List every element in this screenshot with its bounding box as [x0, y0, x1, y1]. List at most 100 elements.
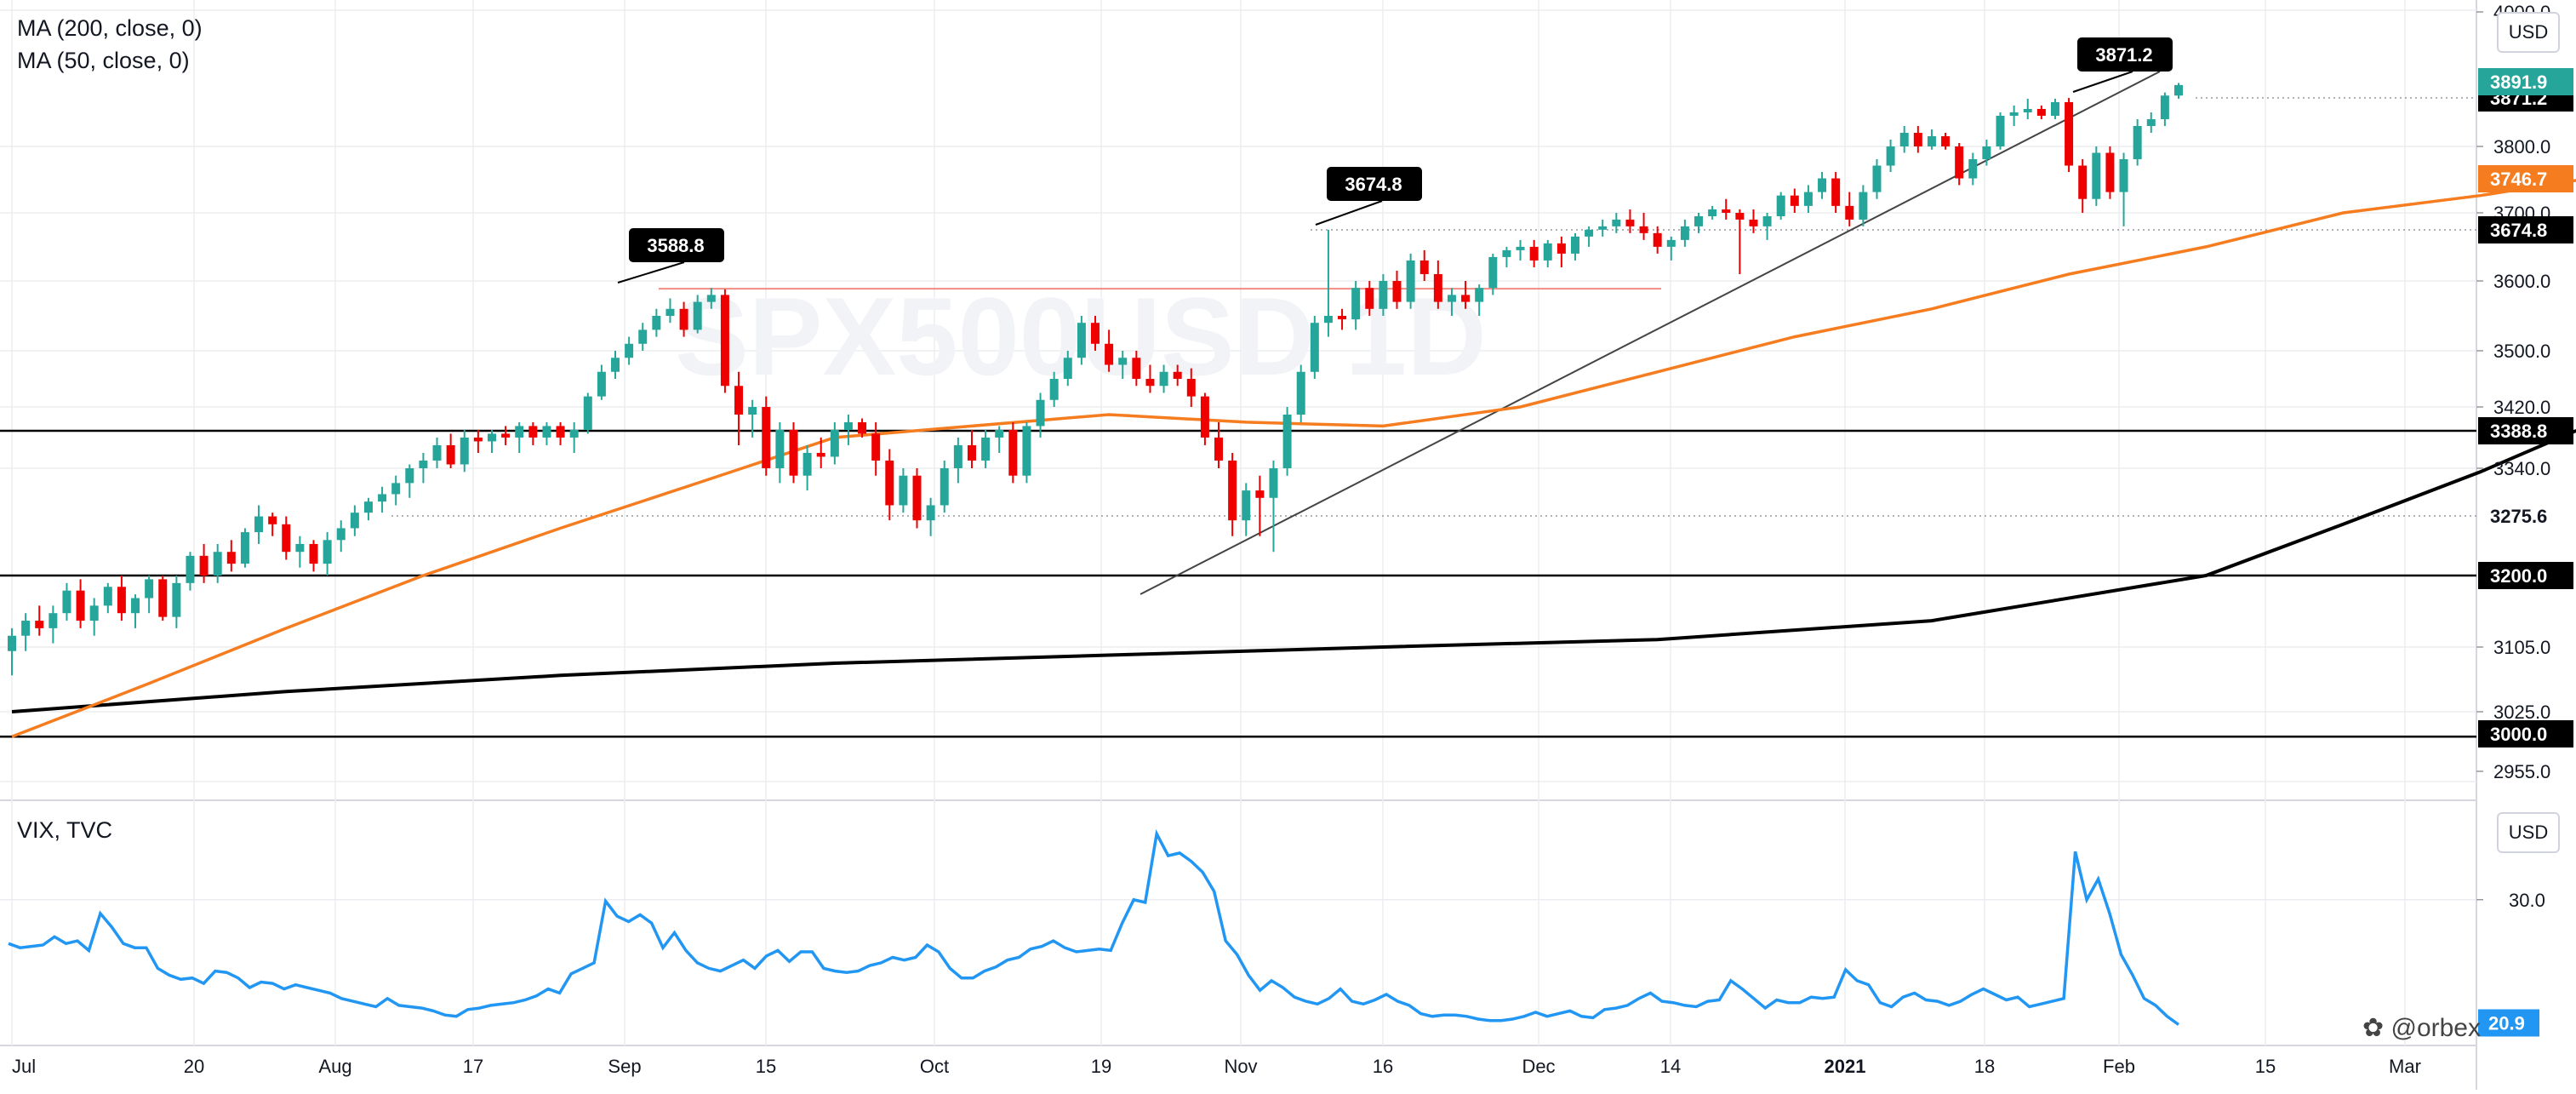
vix-last-badge: 20.9: [2478, 1009, 2539, 1037]
candle-body: [295, 543, 305, 553]
badge-3388: 3388.8: [2478, 417, 2573, 444]
candle-body: [501, 433, 511, 438]
candle: [1899, 125, 1909, 153]
candle: [1941, 132, 1951, 150]
candle: [199, 543, 208, 583]
candle-body: [350, 513, 359, 529]
candle: [89, 598, 99, 636]
candle: [1323, 229, 1333, 337]
candle-body: [638, 329, 648, 344]
candle: [2105, 146, 2115, 199]
candle-body: [2105, 152, 2115, 192]
price-badge-box: [2478, 165, 2573, 192]
candle: [1529, 239, 1539, 267]
legend-vix[interactable]: VIX, TVC: [17, 817, 113, 843]
candle-body: [473, 437, 483, 442]
candle: [1585, 226, 1594, 247]
candle: [1982, 139, 1991, 166]
time-tick-label: 17: [463, 1056, 483, 1077]
candle: [1091, 316, 1100, 351]
legend-ma50[interactable]: MA (50, close, 0): [17, 48, 190, 73]
time-tick-label: Sep: [608, 1056, 641, 1077]
candle: [1351, 281, 1361, 330]
candle: [117, 576, 126, 621]
callout-3871: 3871.2: [2072, 37, 2173, 93]
candle-body: [1859, 192, 1868, 220]
candle-body: [1173, 371, 1182, 379]
candle-body: [899, 475, 908, 506]
time-tick-label: 2021: [1825, 1056, 1866, 1077]
candle: [569, 421, 579, 453]
candle: [2078, 159, 2088, 213]
candle: [1516, 239, 1525, 261]
candle-body: [748, 407, 757, 415]
candle: [803, 444, 812, 491]
candle: [1762, 213, 1772, 240]
time-tick-label: Nov: [1224, 1056, 1257, 1077]
candle-body: [268, 516, 277, 524]
price-badge-box: [2478, 720, 2573, 747]
candle: [1776, 192, 1785, 220]
legend-ma200[interactable]: MA (200, close, 0): [17, 15, 203, 41]
candle: [1132, 351, 1141, 387]
callout-box: [629, 228, 724, 262]
candle-body: [1762, 215, 1772, 226]
candle-body: [1502, 249, 1511, 257]
candle: [995, 426, 1004, 453]
candle-body: [1228, 460, 1237, 521]
time-tick-label: Oct: [920, 1056, 949, 1077]
candle-body: [1022, 426, 1031, 476]
candle-body: [1488, 256, 1498, 289]
candle: [35, 605, 44, 636]
candle-body: [1543, 243, 1552, 261]
candle-body: [2146, 118, 2156, 126]
candle: [899, 468, 908, 513]
candle: [1543, 239, 1552, 267]
candle-body: [1200, 396, 1209, 438]
candle: [309, 540, 318, 572]
candle-body: [226, 552, 236, 564]
candle: [2146, 112, 2156, 133]
candle-body: [254, 516, 264, 533]
candle-body: [158, 579, 168, 617]
candle: [1872, 159, 1882, 199]
candle-body: [652, 316, 661, 330]
candle: [1845, 192, 1854, 226]
price-badge-label: 3891.9: [2490, 72, 2547, 93]
callout-box: [1327, 167, 1422, 201]
candle: [611, 351, 620, 379]
candle-body: [1735, 213, 1745, 220]
badge-3275: 3275.6: [2478, 502, 2573, 530]
candle-body: [76, 590, 85, 621]
candle-body: [1351, 288, 1361, 320]
candle-body: [2036, 108, 2046, 116]
currency-button-vix[interactable]: USD: [2497, 812, 2560, 853]
time-tick-label: Jul: [12, 1056, 36, 1077]
candle: [1338, 308, 1347, 330]
candle-body: [1105, 343, 1114, 365]
price-badge-box: [2478, 216, 2573, 243]
candle-body: [172, 582, 181, 617]
candle: [336, 520, 346, 553]
currency-button-main[interactable]: USD: [2497, 12, 2560, 53]
time-axis: Jul 20 Aug 17 Sep 15 Oct 19 Nov 16 Dec 14 2021 18 Feb 1…: [12, 1056, 2421, 1077]
candle-body: [2133, 125, 2142, 160]
candle: [2133, 118, 2142, 166]
candle: [967, 429, 976, 468]
candle: [145, 576, 154, 614]
candle: [158, 576, 168, 621]
candle: [1598, 219, 1608, 237]
candle: [1077, 316, 1086, 365]
candle: [1269, 460, 1278, 553]
candle-body: [49, 613, 58, 628]
candle-body: [556, 426, 565, 438]
badge-3674: 3674.8: [2478, 216, 2573, 243]
candle-body: [1845, 205, 1854, 220]
candle: [762, 396, 771, 476]
candle-body: [1186, 379, 1196, 397]
candle: [405, 464, 414, 498]
candle-body: [131, 598, 140, 614]
candle-body: [1666, 239, 1676, 247]
candle: [706, 288, 716, 309]
candle: [1927, 129, 1936, 150]
